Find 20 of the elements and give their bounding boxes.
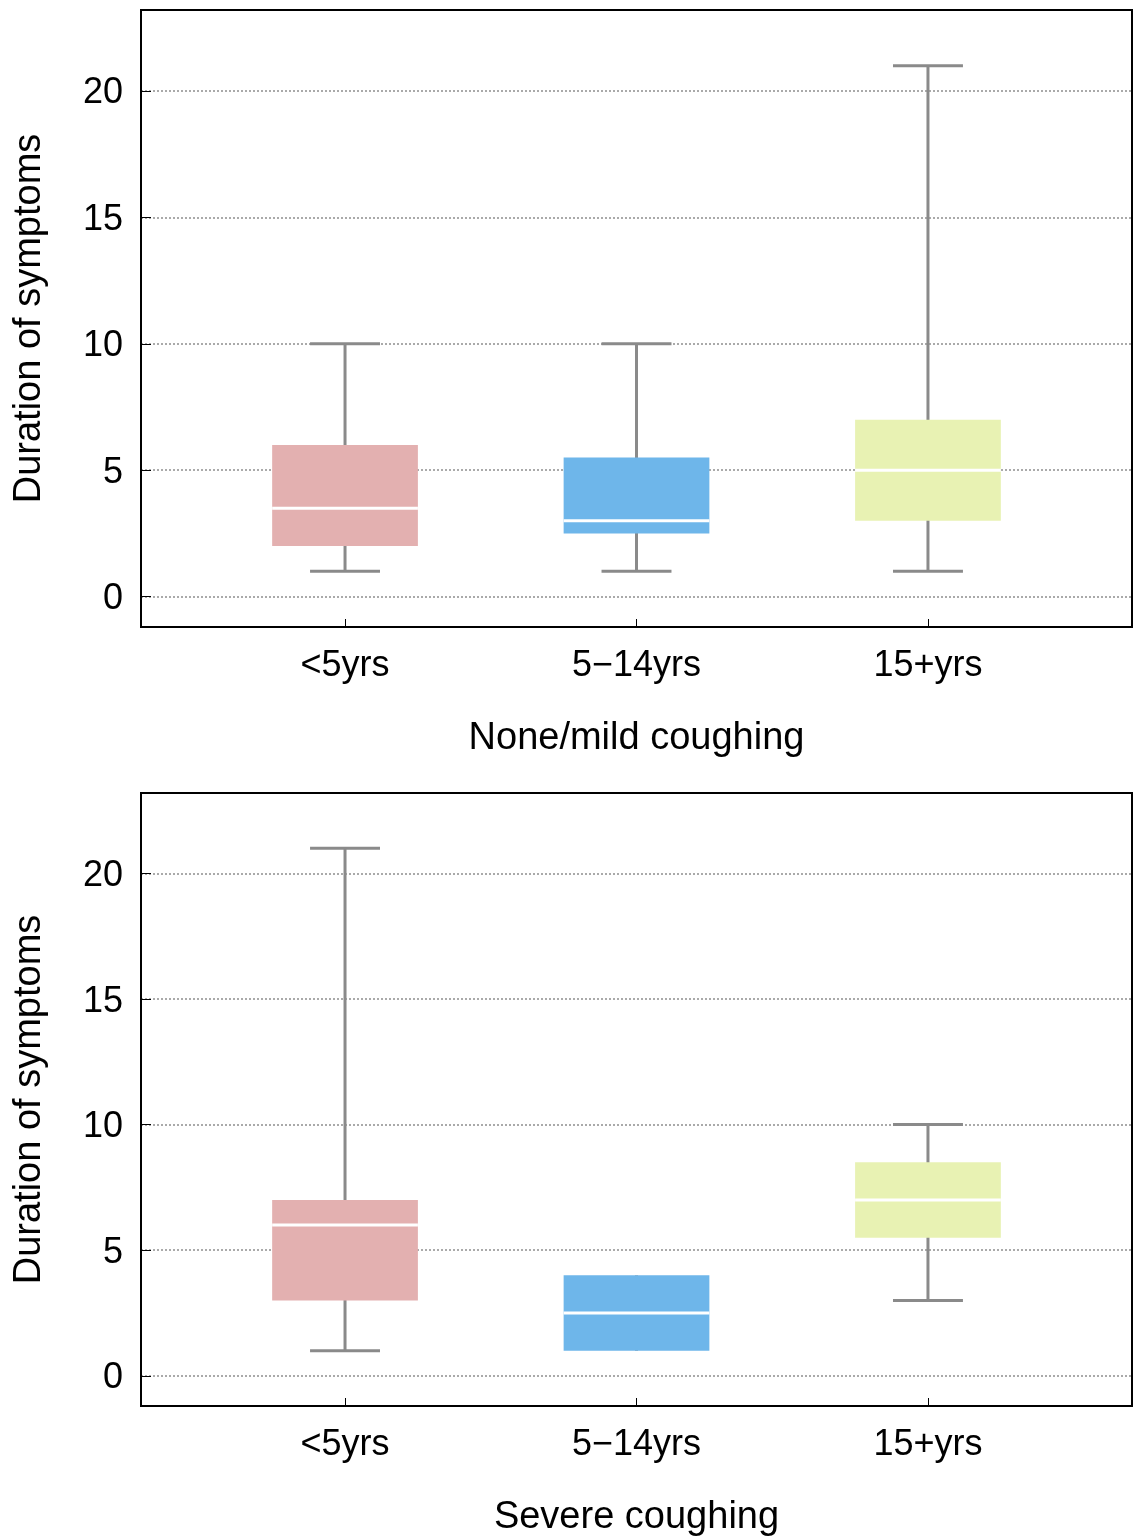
- y-axis-title: Duration of symptoms: [6, 133, 48, 504]
- y-tick-label: 5: [102, 449, 123, 491]
- x-tick-label: 5−14yrs: [571, 642, 702, 684]
- y-tick-label: 0: [102, 1355, 123, 1397]
- x-tick-label: <5yrs: [300, 1421, 390, 1463]
- x-tick-label: 15+yrs: [873, 1421, 983, 1463]
- y-tick-label: 20: [82, 852, 123, 894]
- x-tick-label: <5yrs: [300, 642, 390, 684]
- y-tick-label: 5: [102, 1229, 123, 1271]
- y-tick-label: 10: [82, 323, 123, 365]
- x-tick-label: 15+yrs: [873, 642, 983, 684]
- x-axis-title: None/mild coughing: [468, 715, 805, 757]
- y-tick-label: 15: [82, 196, 123, 238]
- y-tick-label: 20: [82, 70, 123, 112]
- y-tick-label: 15: [82, 978, 123, 1020]
- y-tick-label: 10: [82, 1104, 123, 1146]
- x-axis-title: Severe coughing: [493, 1494, 780, 1536]
- x-tick-label: 5−14yrs: [571, 1421, 702, 1463]
- y-tick-label: 0: [102, 576, 123, 618]
- y-axis-title: Duration of symptoms: [6, 914, 48, 1285]
